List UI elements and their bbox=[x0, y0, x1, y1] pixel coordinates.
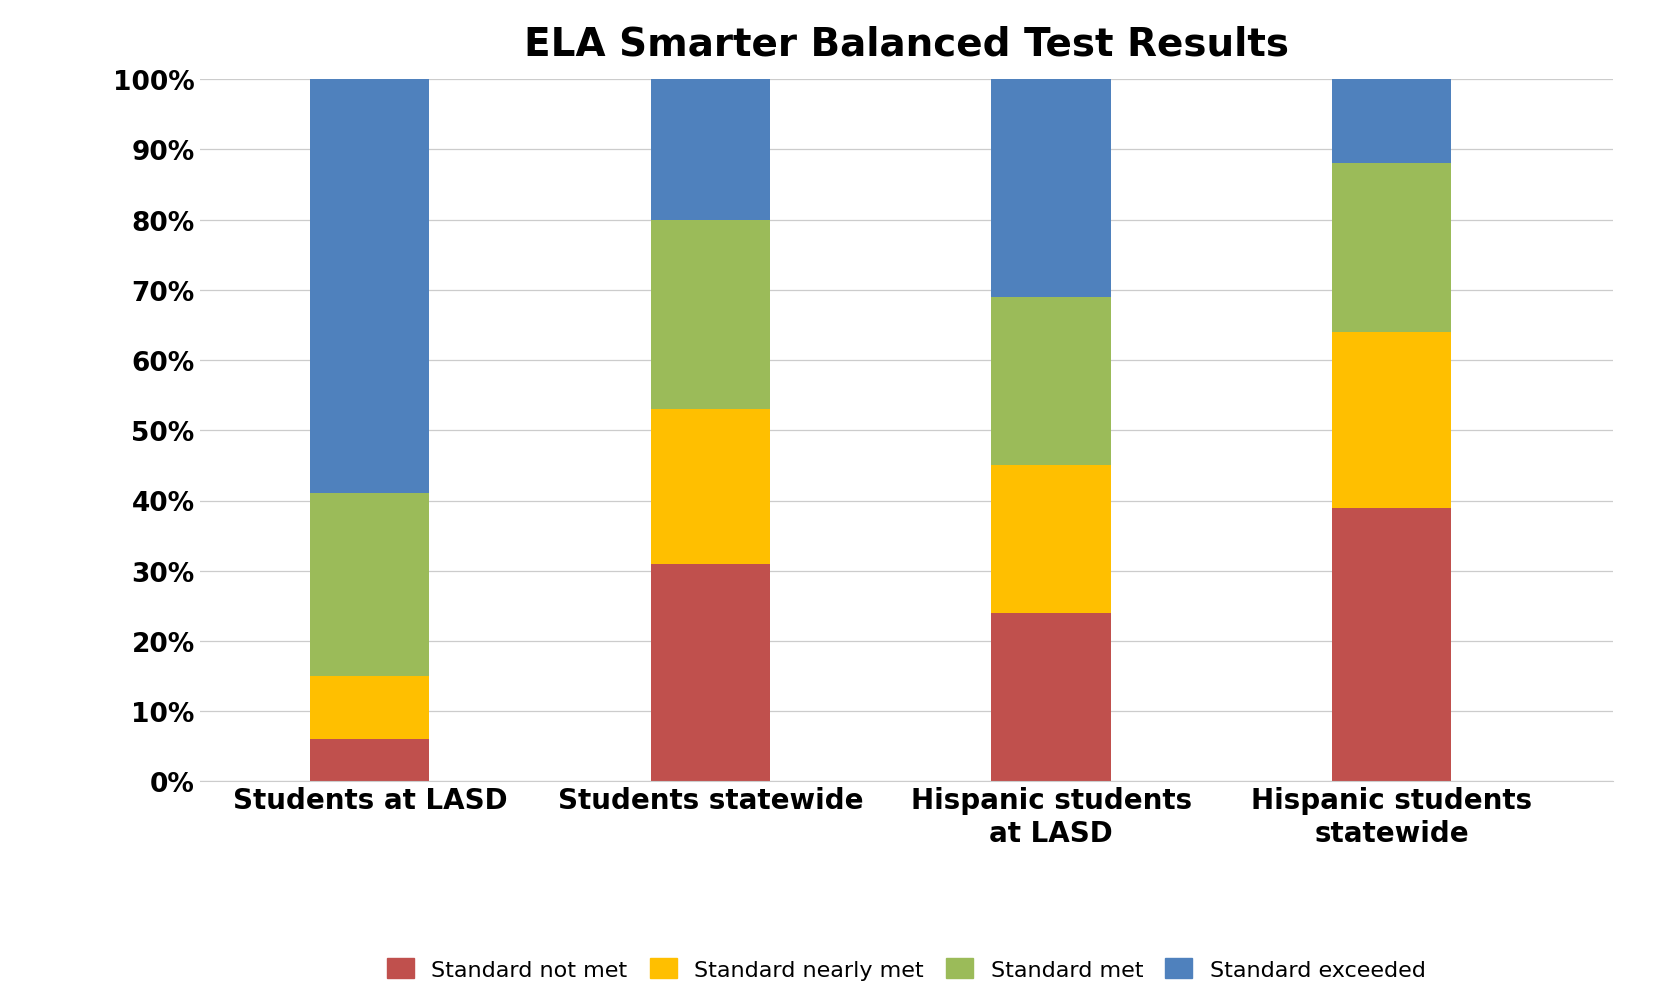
Bar bbox=[1332, 80, 1452, 164]
Bar bbox=[1332, 164, 1452, 333]
Bar bbox=[991, 298, 1111, 466]
Bar bbox=[311, 739, 429, 782]
Bar bbox=[311, 80, 429, 494]
Bar bbox=[650, 410, 770, 564]
Bar bbox=[1332, 508, 1452, 782]
Legend: Standard not met, Standard nearly met, Standard met, Standard exceeded: Standard not met, Standard nearly met, S… bbox=[376, 947, 1437, 991]
Bar bbox=[650, 564, 770, 782]
Title: ELA Smarter Balanced Test Results: ELA Smarter Balanced Test Results bbox=[524, 25, 1289, 63]
Bar bbox=[991, 80, 1111, 298]
Bar bbox=[991, 613, 1111, 782]
Bar bbox=[311, 494, 429, 676]
Bar bbox=[1332, 333, 1452, 508]
Bar bbox=[650, 220, 770, 410]
Bar bbox=[991, 466, 1111, 613]
Bar bbox=[311, 676, 429, 739]
Bar bbox=[650, 80, 770, 220]
